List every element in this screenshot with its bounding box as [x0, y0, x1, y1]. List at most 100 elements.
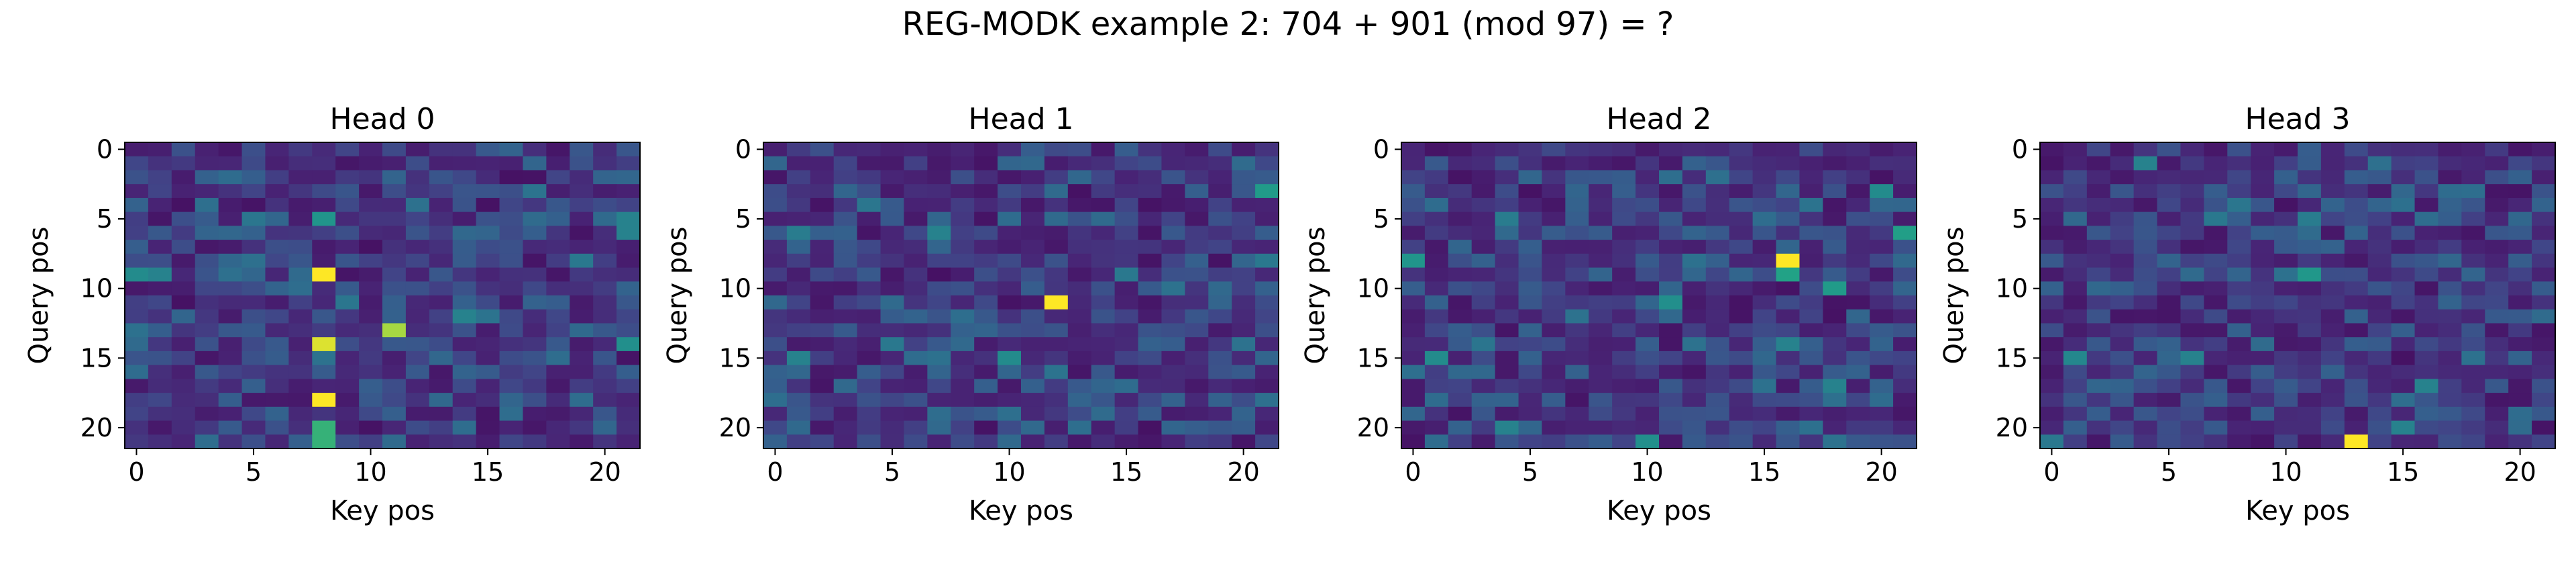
heatmap-cell [1067, 434, 1092, 449]
heatmap-cell [857, 323, 881, 338]
heatmap-cell [974, 406, 998, 422]
heatmap-cell [288, 226, 313, 240]
heatmap-cell [763, 281, 788, 296]
heatmap-cell [1044, 197, 1069, 213]
heatmap-cell [1471, 420, 1496, 435]
heatmap-cell [1846, 420, 1870, 435]
heatmap-cell [523, 281, 547, 296]
heatmap-cell [1208, 295, 1232, 310]
heatmap-cell [810, 379, 835, 393]
heatmap-cell [1185, 337, 1209, 352]
heatmap-cell [786, 253, 811, 269]
heatmap-cell [616, 309, 641, 324]
heatmap-cell [1893, 365, 1917, 379]
heatmap-cell [1424, 184, 1449, 199]
heatmap-cell [1846, 170, 1870, 185]
heatmap-cell [2508, 420, 2532, 435]
heatmap-cell [593, 240, 617, 254]
heatmap-cell [2110, 379, 2135, 393]
heatmap-cell [1471, 379, 1496, 393]
heatmap-cell [405, 281, 430, 296]
heatmap-cell [2320, 406, 2345, 422]
heatmap-cell [1846, 350, 1870, 366]
heatmap-cell [2204, 267, 2228, 282]
x-tick-label: 15 [472, 457, 504, 487]
heatmap-cell [1542, 156, 1566, 171]
heatmap-cell [1232, 156, 1256, 171]
heatmap-cell [1232, 226, 1256, 240]
heatmap-cell [833, 170, 858, 185]
heatmap-cell [1471, 170, 1496, 185]
heatmap-cell [2532, 253, 2556, 269]
panel-title: Head 1 [968, 102, 1073, 136]
heatmap-cell [833, 197, 858, 213]
heatmap-cell [616, 420, 641, 435]
heatmap-cell [2438, 142, 2462, 157]
heatmap-cell [763, 379, 788, 393]
heatmap-cell [2040, 406, 2064, 422]
heatmap-cell [1424, 406, 1449, 422]
heatmap-cell [833, 240, 858, 254]
heatmap-cell [616, 226, 641, 240]
heatmap-cell [2063, 350, 2088, 366]
heatmap-cell [2344, 295, 2369, 310]
heatmap-cell [2298, 226, 2322, 240]
heatmap-cell [1635, 253, 1660, 269]
heatmap-cell [2180, 211, 2204, 226]
heatmap-cell [1232, 267, 1256, 282]
heatmap-cell [1729, 365, 1754, 379]
heatmap-cell [2367, 309, 2392, 324]
heatmap-cell [2367, 170, 2392, 185]
heatmap-cell [546, 309, 570, 324]
heatmap-cell [265, 295, 289, 310]
heatmap-cell [2063, 156, 2088, 171]
heatmap-cell [1185, 420, 1209, 435]
heatmap-cell [2414, 240, 2439, 254]
heatmap-cell [2251, 142, 2275, 157]
y-tick-label: 15 [1996, 343, 2028, 373]
heatmap-cell [857, 240, 881, 254]
heatmap-cell [1589, 170, 1613, 185]
heatmap-cell [2438, 379, 2462, 393]
heatmap-cell [2438, 197, 2462, 213]
heatmap-cell [1518, 350, 1543, 366]
heatmap-cell [1208, 156, 1232, 171]
heatmap-cell [1635, 142, 1660, 157]
heatmap-cell [2461, 170, 2485, 185]
heatmap-cell [2274, 337, 2298, 352]
heatmap-cell [2040, 337, 2064, 352]
heatmap-cell [1044, 337, 1069, 352]
heatmap-cell [195, 365, 219, 379]
heatmap-cell [1138, 211, 1163, 226]
heatmap-cell [476, 309, 500, 324]
heatmap-cell [951, 323, 975, 338]
heatmap-cell [335, 267, 360, 282]
heatmap-cell [499, 197, 524, 213]
heatmap-cell [786, 309, 811, 324]
heatmap-cell [2110, 295, 2135, 310]
heatmap-cell [2110, 253, 2135, 269]
heatmap-cell [1659, 197, 1683, 213]
heatmap-cell [2461, 337, 2485, 352]
heatmap-cell [2438, 267, 2462, 282]
heatmap-cell [218, 281, 243, 296]
heatmap-cell [1799, 393, 1823, 408]
heatmap-cell [1893, 337, 1917, 352]
heatmap-cell [1659, 267, 1683, 282]
heatmap-cell [2040, 142, 2064, 157]
heatmap-cell [1044, 156, 1069, 171]
heatmap-cell [312, 142, 336, 157]
heatmap-cell [2133, 170, 2158, 185]
heatmap-cell [998, 350, 1022, 366]
heatmap-cell [2157, 350, 2182, 366]
heatmap-cell [927, 406, 951, 422]
heatmap-cell [1401, 240, 1426, 254]
heatmap-cell [1659, 295, 1683, 310]
heatmap-cell [1752, 295, 1777, 310]
heatmap-cell [1232, 323, 1256, 338]
heatmap-cell [1185, 240, 1209, 254]
heatmap-cell [359, 226, 383, 240]
heatmap-cell [265, 365, 289, 379]
heatmap-cell [2367, 393, 2392, 408]
heatmap-cell [2320, 337, 2345, 352]
